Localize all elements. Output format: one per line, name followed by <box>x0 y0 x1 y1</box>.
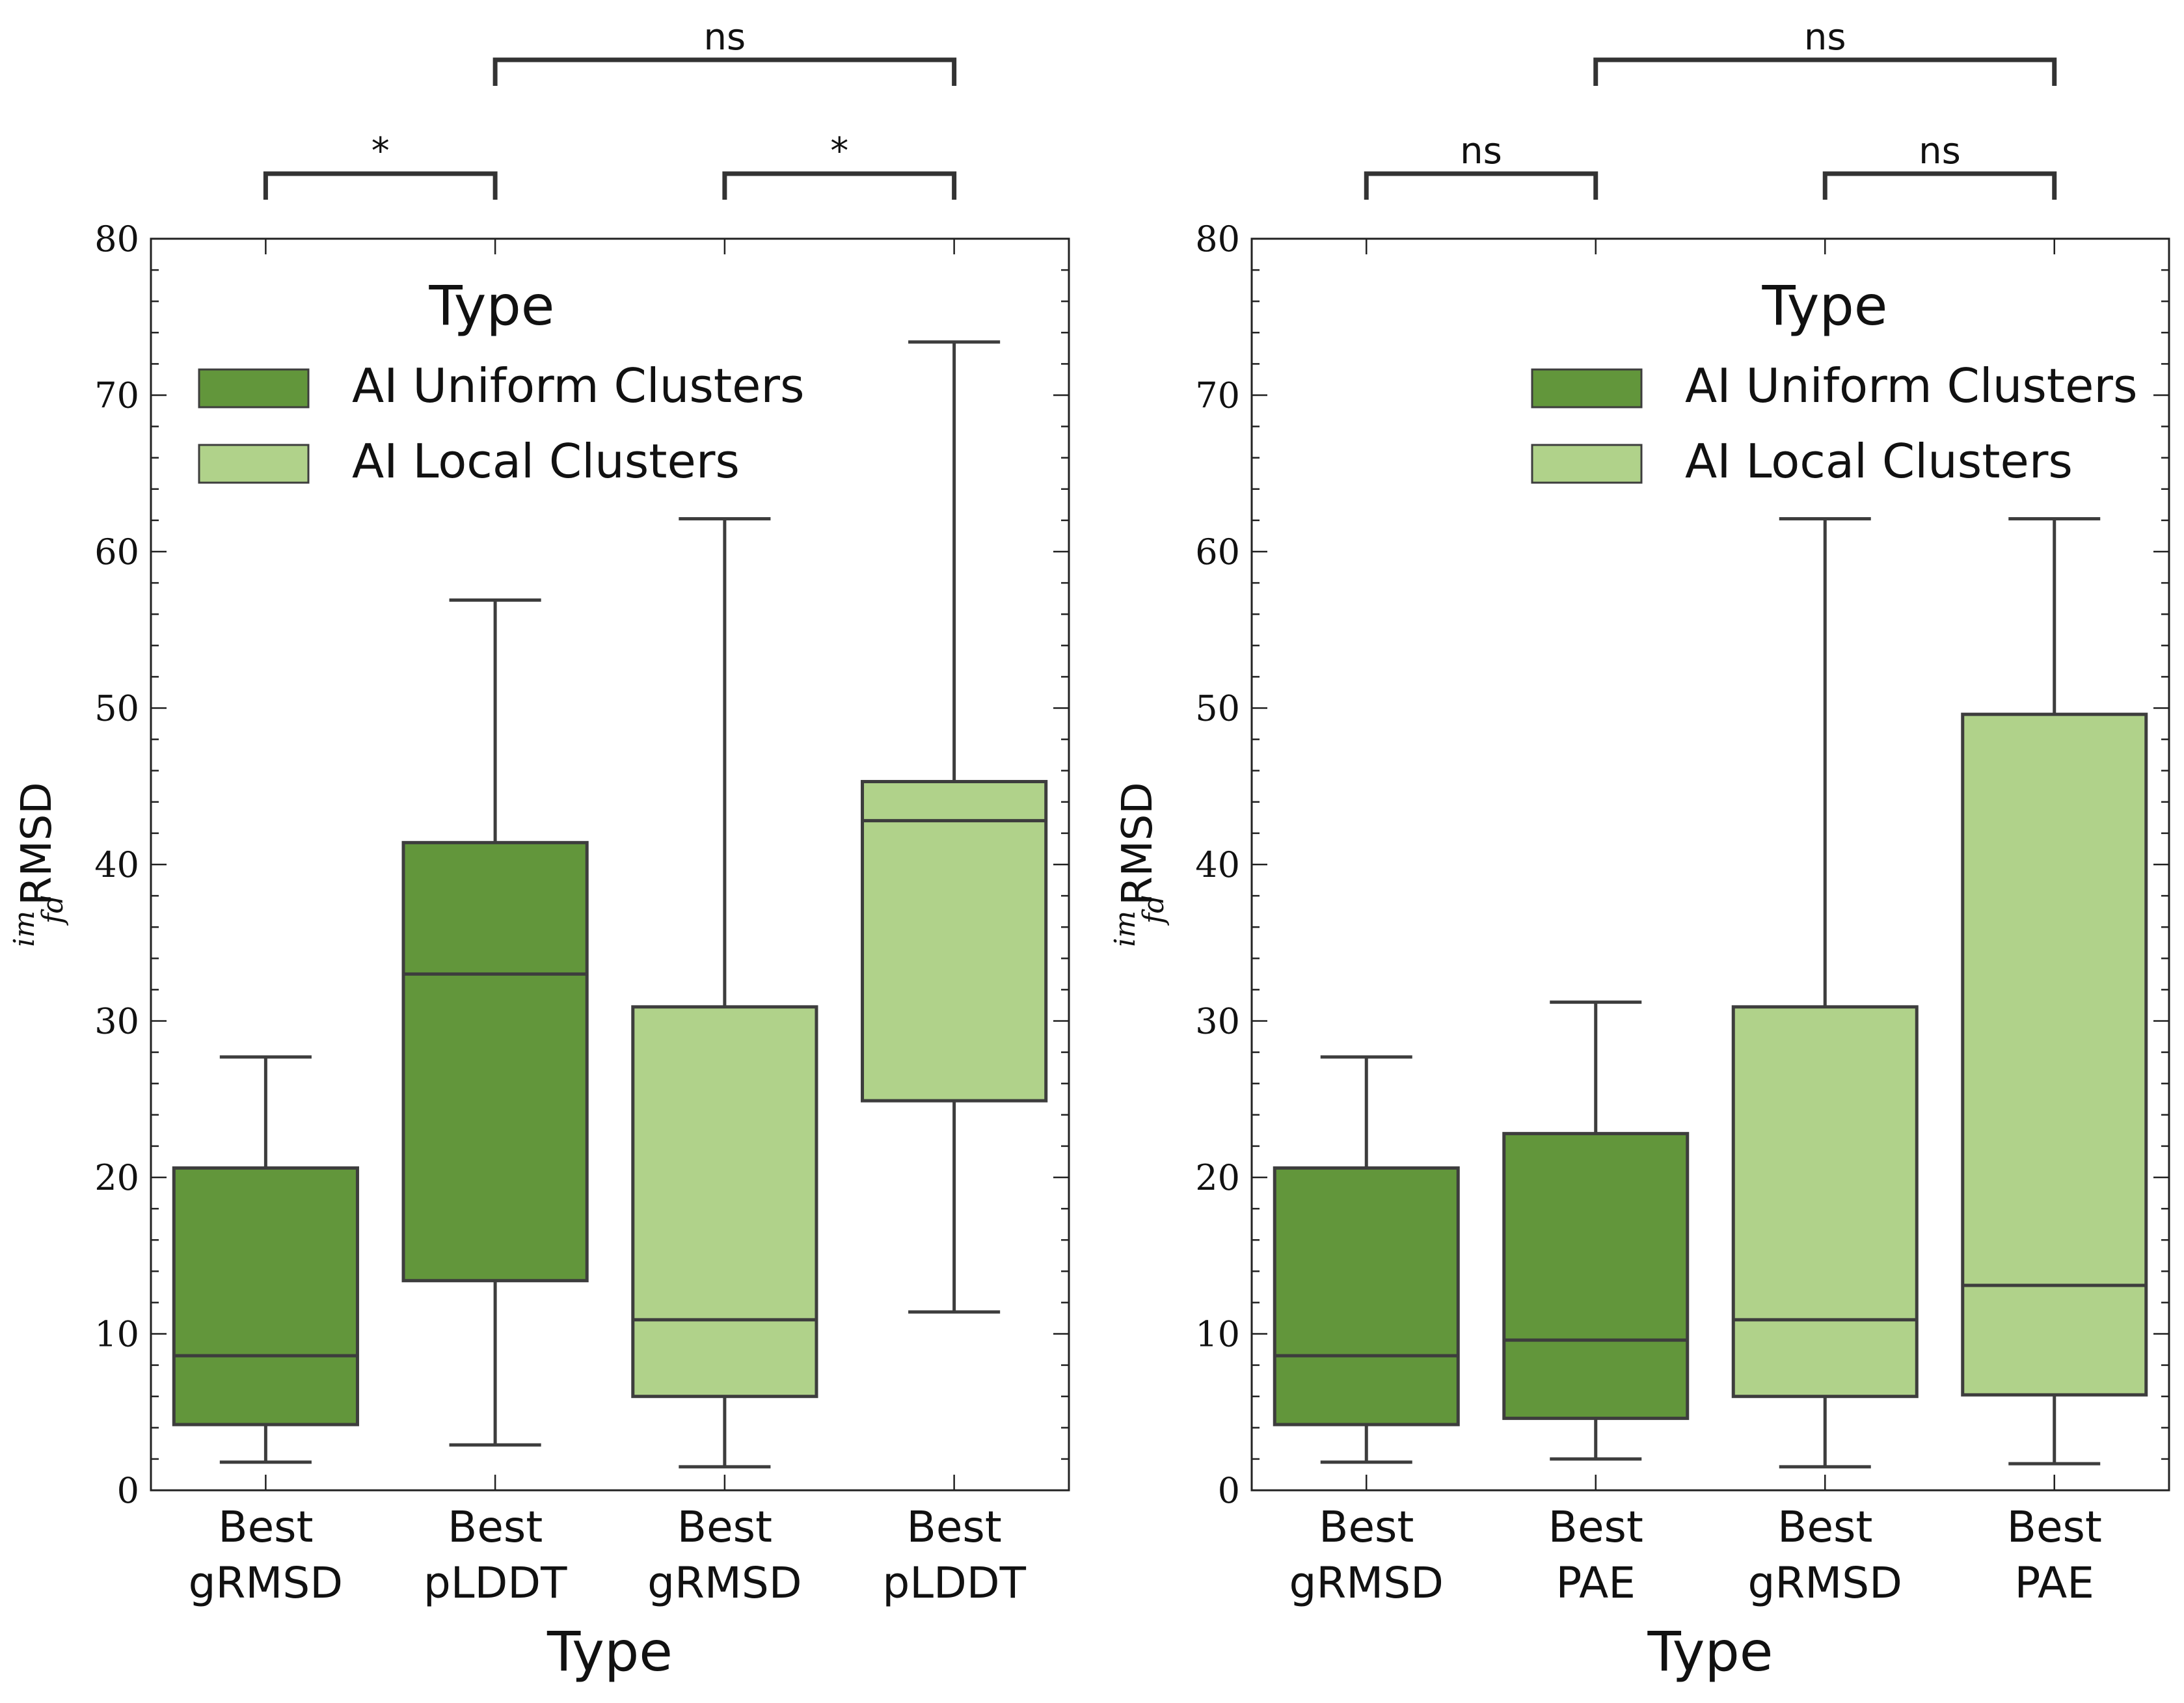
x-tick-label-line1: Best <box>1777 1502 1872 1552</box>
significance-bracket <box>263 171 498 200</box>
significance-label: ns <box>1804 16 1846 59</box>
panels: 0 10 20 30 40 50 60 70 80 Best gRMSD Best pLDDT Best g… <box>8 16 2170 1683</box>
significance-label: * <box>371 130 390 172</box>
box-iqr <box>861 780 1048 1103</box>
y-tick-label: 0 <box>117 1470 139 1511</box>
y-axis-title-sub: fd <box>36 895 70 926</box>
y-tick-label: 60 <box>1195 531 1240 572</box>
legend: Type AI Uniform Clusters AI Local Clusters <box>1531 274 2138 489</box>
significance-label: * <box>830 130 848 172</box>
box-iqr <box>172 1166 359 1427</box>
y-tick-label: 80 <box>1195 219 1240 260</box>
x-tick-label-line2: gRMSD <box>647 1558 802 1608</box>
significance-bracket <box>722 171 957 200</box>
significance-bracket <box>1822 171 2057 200</box>
x-axis-title: Type <box>546 1620 673 1683</box>
significance-bracket <box>492 57 957 86</box>
legend-swatch-2 <box>198 444 310 484</box>
x-tick-label-line2: gRMSD <box>1289 1558 1444 1608</box>
chart-panel-2: 0 10 20 30 40 50 60 70 80 Best gRMSD Best PAE Best gRM… <box>1109 16 2170 1683</box>
significance-annotation-2: * <box>722 130 957 200</box>
legend: Type AI Uniform Clusters AI Local Clusters <box>198 274 805 489</box>
x-tick-label-line1: Best <box>448 1502 543 1552</box>
significance-bracket <box>1364 171 1598 200</box>
y-tick-label: 40 <box>1195 844 1240 885</box>
y-tick-label: 50 <box>94 688 139 729</box>
y-axis-title: fdim RMSD <box>1109 782 1170 946</box>
y-tick-label: 10 <box>1195 1314 1240 1355</box>
legend-title: Type <box>1762 274 1888 338</box>
y-tick-label: 80 <box>94 219 139 260</box>
y-tick-label: 70 <box>1195 375 1240 416</box>
y-axis-title-sup: im <box>8 911 41 947</box>
x-tick-label-line2: PAE <box>1556 1558 1636 1608</box>
box-iqr <box>631 1005 818 1399</box>
y-tick-label: 10 <box>94 1314 139 1355</box>
chart-panel-1: 0 10 20 30 40 50 60 70 80 Best gRMSD Best pLDDT Best g… <box>8 16 1070 1683</box>
y-axis-title: fdim RMSD <box>8 782 70 946</box>
x-tick-label-line2: PAE <box>2015 1558 2094 1608</box>
legend-label-1: AI Uniform Clusters <box>352 358 805 413</box>
y-axis-title-sup: im <box>1109 911 1142 947</box>
x-tick-label-line2: pLDDT <box>882 1558 1026 1608</box>
box-1 <box>172 1055 359 1464</box>
legend-title: Type <box>429 274 555 338</box>
y-axis-title-main: RMSD <box>13 782 61 905</box>
box-iqr <box>1273 1166 1460 1427</box>
legend-label-2: AI Local Clusters <box>1685 434 2073 489</box>
x-tick-label-line2: gRMSD <box>1748 1558 1902 1608</box>
significance-label: ns <box>1919 130 1961 172</box>
y-tick-label: 20 <box>1195 1157 1240 1198</box>
x-tick-label-line1: Best <box>1548 1502 1643 1552</box>
y-tick-label: 60 <box>94 531 139 572</box>
box-2 <box>1502 1000 1690 1461</box>
y-tick-label: 0 <box>1218 1470 1240 1511</box>
x-axis-title: Type <box>1647 1620 1773 1683</box>
box-iqr <box>1961 712 2148 1397</box>
x-tick-label-line2: gRMSD <box>189 1558 343 1608</box>
significance-annotation-1: * <box>263 130 498 200</box>
significance-label: ns <box>704 16 746 59</box>
y-tick-label: 30 <box>1195 1001 1240 1042</box>
y-tick-label: 30 <box>94 1001 139 1042</box>
box-iqr <box>1502 1132 1690 1420</box>
legend-swatch-2 <box>1531 444 1643 484</box>
significance-annotation-1: ns <box>1364 130 1598 200</box>
significance-annotation-2: ns <box>1822 130 2057 200</box>
box-3 <box>1731 516 1919 1469</box>
box-3 <box>631 516 818 1469</box>
y-axis-title-sub: fd <box>1137 895 1170 926</box>
legend-swatch-1 <box>198 368 310 409</box>
legend-label-1: AI Uniform Clusters <box>1685 358 2138 413</box>
significance-annotation-3: ns <box>492 16 957 86</box>
y-tick-label: 70 <box>94 375 139 416</box>
y-tick-label: 20 <box>94 1157 139 1198</box>
box-iqr <box>1731 1005 1919 1399</box>
box-iqr <box>401 840 589 1283</box>
significance-bracket <box>1593 57 2057 86</box>
box-1 <box>1273 1055 1460 1464</box>
y-tick-label: 50 <box>1195 688 1240 729</box>
box-2 <box>401 598 589 1447</box>
x-tick-label-line1: Best <box>2007 1502 2102 1552</box>
legend-swatch-1 <box>1531 368 1643 409</box>
significance-annotation-3: ns <box>1593 16 2057 86</box>
y-tick-label: 40 <box>94 844 139 885</box>
x-tick-label-line1: Best <box>1319 1502 1414 1552</box>
x-tick-label-line1: Best <box>907 1502 1002 1552</box>
significance-label: ns <box>1460 130 1502 172</box>
legend-label-2: AI Local Clusters <box>352 434 740 489</box>
y-axis-title-main: RMSD <box>1114 782 1162 905</box>
x-tick-label-line1: Best <box>677 1502 772 1552</box>
x-tick-label-line1: Best <box>218 1502 313 1552</box>
box-4 <box>1961 516 2148 1466</box>
box-4 <box>861 340 1048 1314</box>
x-tick-label-line2: pLDDT <box>424 1558 567 1608</box>
